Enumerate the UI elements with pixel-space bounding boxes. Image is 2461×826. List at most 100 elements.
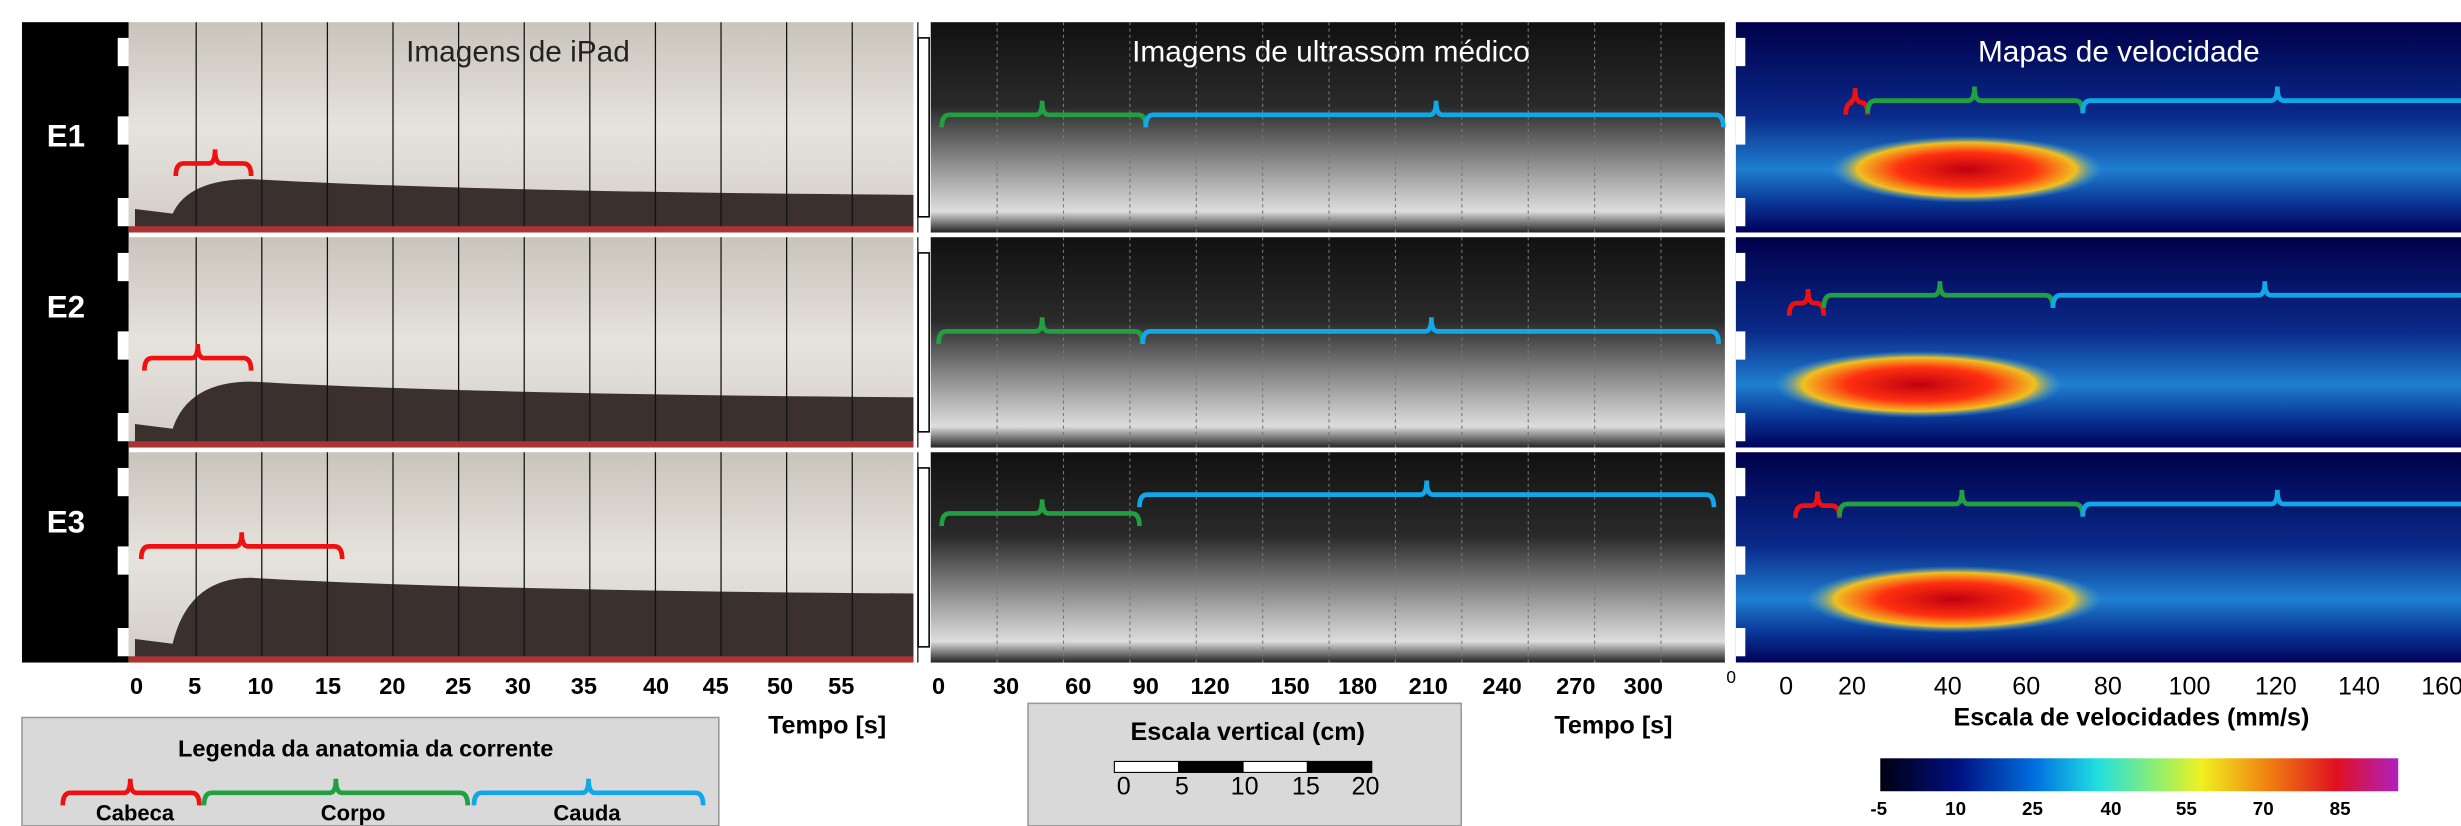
ultrasound-probe — [917, 252, 930, 433]
ultrasound-image — [930, 452, 1725, 663]
x-tick-label: 30 — [505, 673, 531, 699]
x-tick-label: 0 — [1726, 667, 1736, 687]
colorbar — [1880, 758, 2399, 792]
anatomy-brace — [1793, 491, 1842, 519]
x-tick-label: 30 — [993, 673, 1019, 699]
legend-item: Corpo — [321, 801, 386, 826]
x-tick-label: 180 — [1338, 673, 1377, 699]
x-tick-label: 5 — [188, 673, 201, 699]
scale-bar-segment — [1306, 760, 1373, 773]
x-tick-label: 40 — [1934, 672, 1962, 700]
velocity-map — [1735, 237, 2461, 448]
legend-brace — [60, 778, 202, 806]
x-tick-label: 270 — [1556, 673, 1595, 699]
x-tick-label: 25 — [445, 673, 471, 699]
scale-tick — [117, 413, 129, 442]
scale-tick — [1735, 116, 1746, 145]
legend-brace — [201, 778, 471, 806]
x-tick-label: 100 — [2169, 672, 2211, 700]
scale-bar-segment — [1178, 760, 1244, 773]
row-label-column — [21, 22, 129, 663]
scale-tick — [1735, 252, 1746, 282]
x-tick-label: 0 — [932, 673, 945, 699]
anatomy-brace — [1837, 489, 2086, 517]
anatomy-brace — [1843, 88, 1871, 115]
scale-tick — [1735, 467, 1746, 497]
panel-title: Imagens de ultrassom médico — [1132, 35, 1530, 68]
colorbar-tick-label: 40 — [2101, 798, 2122, 819]
x-tick-label: 60 — [1065, 673, 1091, 699]
row-separator — [1735, 447, 2461, 451]
anatomy-legend-box — [21, 716, 720, 826]
ultrasound-probe — [917, 37, 930, 218]
x-tick-label: 20 — [1838, 672, 1866, 700]
row-label: E3 — [47, 505, 85, 540]
x-tick-label: 20 — [379, 673, 405, 699]
x-tick-label: 150 — [1271, 673, 1310, 699]
ultrasound-image — [930, 237, 1725, 448]
anatomy-brace — [1786, 288, 1827, 316]
x-tick-label: 140 — [2338, 672, 2380, 700]
x-tick-label: 40 — [643, 673, 669, 699]
scale-tick — [117, 467, 129, 497]
x-tick-label: 45 — [703, 673, 729, 699]
x-tick-label: 50 — [767, 673, 793, 699]
ipad-floor — [128, 226, 914, 233]
velocity-core — [1773, 350, 2064, 419]
scale-tick — [117, 628, 129, 657]
legend-brace — [471, 778, 706, 806]
x-axis-label: Tempo [s] — [1554, 712, 1672, 740]
x-tick-label: 210 — [1409, 673, 1448, 699]
row-label: E1 — [47, 119, 85, 154]
panel-title: Mapas de velocidade — [1978, 35, 2260, 68]
scale-tick — [117, 197, 129, 227]
row-label: E2 — [47, 290, 85, 325]
scale-tick — [1735, 628, 1746, 657]
anatomy-brace — [142, 343, 254, 371]
anatomy-brace — [138, 532, 345, 560]
scale-tick — [117, 331, 129, 360]
velocity-core — [1804, 565, 2104, 634]
x-tick-label: 300 — [1624, 673, 1663, 699]
x-tick-label: 55 — [828, 673, 854, 699]
anatomy-brace — [939, 499, 1142, 527]
scale-tick — [1735, 413, 1746, 442]
scale-tick — [117, 116, 129, 145]
x-tick-label: 15 — [315, 673, 341, 699]
x-tick-label: 35 — [571, 673, 597, 699]
scale-tick-label: 10 — [1231, 773, 1259, 801]
anatomy-brace — [2080, 86, 2461, 114]
scale-tick — [1735, 37, 1746, 67]
x-tick-label: 10 — [247, 673, 273, 699]
ultrasound-probe — [917, 467, 930, 648]
legend-item: Cauda — [553, 801, 621, 826]
scale-bar-segment — [1113, 760, 1180, 773]
x-tick-label: 120 — [2255, 672, 2297, 700]
velocity-core — [1830, 135, 2104, 204]
colorbar-tick-label: -5 — [1870, 798, 1887, 819]
legend-item: Cabeca — [96, 801, 175, 826]
velocity-map — [1735, 452, 2461, 663]
anatomy-brace — [2050, 281, 2461, 308]
x-tick-label: 240 — [1482, 673, 1521, 699]
colorbar-tick-label: 25 — [2022, 798, 2043, 819]
x-tick-label: 0 — [130, 673, 143, 699]
x-tick-label: 120 — [1190, 673, 1229, 699]
scale-tick-label: 15 — [1292, 773, 1320, 801]
scale-tick-label: 5 — [1175, 773, 1189, 801]
anatomy-brace — [1821, 281, 2056, 308]
scale-tick — [117, 252, 129, 282]
anatomy-brace — [2080, 489, 2461, 517]
anatomy-brace — [1137, 480, 1717, 508]
anatomy-brace — [1865, 86, 2086, 114]
x-tick-label: 160 — [2421, 672, 2461, 700]
scale-tick — [1735, 197, 1746, 227]
panel-title: Imagens de iPad — [406, 35, 630, 68]
legend-title: Legenda da anatomia da corrente — [178, 736, 553, 762]
velocity-map — [1735, 22, 2461, 233]
ipad-floor — [128, 656, 914, 663]
scale-tick-label: 20 — [1352, 773, 1380, 801]
ipad-floor — [128, 441, 914, 448]
anatomy-brace — [173, 149, 254, 177]
